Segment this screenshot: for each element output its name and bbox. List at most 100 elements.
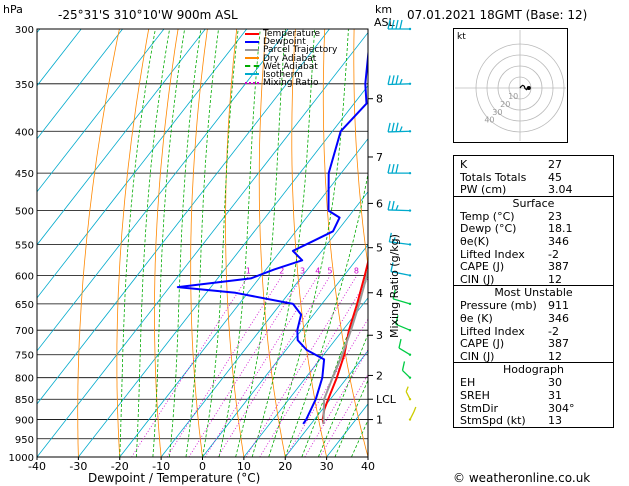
table-row-key: CAPE (J) xyxy=(460,260,505,274)
table-row-key: K xyxy=(460,158,468,171)
table-row-key: Totals Totals xyxy=(460,170,527,184)
wind-barb xyxy=(387,19,412,31)
legend-swatch xyxy=(245,48,259,51)
dry-adiabat-line xyxy=(353,29,368,269)
mixing-ratio-line xyxy=(259,277,368,457)
legend-swatch xyxy=(245,65,259,68)
x-tick-label: 10 xyxy=(237,460,251,473)
isotherm-line xyxy=(243,297,368,457)
pressure-tick-label: 400 xyxy=(15,127,34,138)
x-tick-label: 30 xyxy=(320,460,334,473)
legend-item: Mixing Ratio xyxy=(245,79,337,88)
legend-label: Dry Adiabat xyxy=(263,53,317,64)
hodograph-frame xyxy=(453,28,568,143)
table-row-key: θe (K) xyxy=(460,311,493,325)
wind-barbs xyxy=(387,19,417,421)
table-row-key: StmDir xyxy=(460,401,499,415)
height-tick-label: 3 xyxy=(376,329,383,342)
wet-adiabat-line xyxy=(284,172,368,457)
pressure-tick-label: 800 xyxy=(15,374,34,385)
pressure-tick-label: 750 xyxy=(15,351,34,362)
height-tick-label: 2 xyxy=(376,369,383,382)
height-tick-label: LCL xyxy=(376,393,397,406)
table-row-value: 12 xyxy=(548,272,562,286)
table-row-key: SREH xyxy=(460,388,490,402)
table-section-title: Hodograph xyxy=(454,362,613,376)
isotherm-line xyxy=(37,29,330,405)
hodograph-ring-label: 20 xyxy=(500,100,510,109)
legend-item: Dewpoint xyxy=(245,38,337,47)
mixing-ratio-line xyxy=(217,275,331,457)
height-tick-label: 6 xyxy=(376,197,383,210)
mixing-ratio-label: 8 xyxy=(354,266,359,275)
table-row: PW (cm) 3.04 xyxy=(454,183,613,196)
table-row: CAPE (J) 387 xyxy=(454,337,613,350)
dry-adiabat-line xyxy=(154,29,179,457)
isotherm-line xyxy=(37,29,206,246)
dry-adiabat-line xyxy=(116,29,150,457)
dry-adiabat-line xyxy=(322,29,368,457)
table-row: θe (K) 346 xyxy=(454,312,613,325)
legend-label: Parcel Trajectory xyxy=(263,45,338,56)
wet-adiabat-line xyxy=(318,332,368,457)
mixing-ratio-label: 4 xyxy=(315,266,320,275)
table-row: Dewp (°C) 18.1 xyxy=(454,222,613,235)
table-row: Totals Totals 45 xyxy=(454,171,613,184)
x-tick-label: 0 xyxy=(199,460,206,473)
mixing-ratio-label: 2 xyxy=(279,266,284,275)
location-label: -25°31'S 310°10'W 900m ASL xyxy=(58,8,238,22)
table-row-value: 387 xyxy=(548,337,569,351)
wind-barb xyxy=(401,361,412,379)
chart-axes: 3003504004505005506006507007508008509009… xyxy=(9,25,397,473)
pressure-tick-label: 850 xyxy=(15,395,34,406)
table-row-value: 3.04 xyxy=(548,183,573,197)
legend-swatch xyxy=(245,81,259,84)
hodograph-ring-label: 40 xyxy=(484,116,494,125)
table-row-key: CIN (J) xyxy=(460,349,495,363)
table-row: Pressure (mb) 911 xyxy=(454,299,613,312)
pressure-tick-label: 900 xyxy=(15,416,34,427)
credit-label: © weatheronline.co.uk xyxy=(453,471,591,485)
wet-adiabat-line xyxy=(152,29,186,457)
profile-dewpoint xyxy=(176,46,368,425)
stability-table: K 27 Totals Totals 45 PW (cm) 3.04 Surface Temp… xyxy=(453,155,614,428)
dry-adiabat-line xyxy=(77,29,120,457)
wet-adiabat-line xyxy=(119,29,156,457)
table-section-title: Surface xyxy=(454,195,613,210)
storm-motion-marker xyxy=(526,86,531,90)
dry-adiabat-line xyxy=(225,29,245,457)
isotherm-line xyxy=(37,29,82,87)
pressure-tick-label: 500 xyxy=(15,207,34,218)
table-row-value: 30 xyxy=(548,376,562,390)
table-row: EH 30 xyxy=(454,376,613,389)
table-row-key: Dewp (°C) xyxy=(460,222,517,236)
legend-label: Wet Adiabat xyxy=(263,61,318,72)
pressure-tick-label: 1000 xyxy=(9,453,34,464)
table-row-key: Temp (°C) xyxy=(460,209,515,223)
wet-adiabat-line xyxy=(202,29,239,457)
hodograph-ring-label: 10 xyxy=(508,92,518,101)
height-unit-sub-label: ASL xyxy=(374,16,395,29)
wind-barb xyxy=(390,262,412,277)
x-tick-label: -30 xyxy=(69,460,87,473)
legend-label: Isotherm xyxy=(263,69,303,80)
mixing-ratio-label: 25 xyxy=(423,266,433,275)
table-row-key: Lifted Index xyxy=(460,247,525,261)
height-unit-label: km xyxy=(375,3,393,16)
pressure-tick-label: 600 xyxy=(15,271,34,282)
wind-barb xyxy=(388,232,412,246)
table-row-key: PW (cm) xyxy=(460,183,507,197)
legend-swatch xyxy=(245,40,259,43)
dry-adiabat-line xyxy=(190,29,208,457)
dry-adiabat-line xyxy=(258,29,286,457)
x-tick-label: -10 xyxy=(152,460,170,473)
hodograph-ring-label: 30 xyxy=(492,108,502,117)
table-row: K 27 xyxy=(454,158,613,171)
isotherm-line xyxy=(37,29,123,140)
table-row-value: 304° xyxy=(548,401,575,415)
table-row-value: 23 xyxy=(548,209,562,223)
chart-grid: 1 2 3 4 5 8 10 15 20 25 xyxy=(37,29,433,457)
table-row-key: CIN (J) xyxy=(460,272,495,286)
table-row: θe(K) 346 xyxy=(454,235,613,248)
table-row: Temp (°C) 23 xyxy=(454,210,613,223)
